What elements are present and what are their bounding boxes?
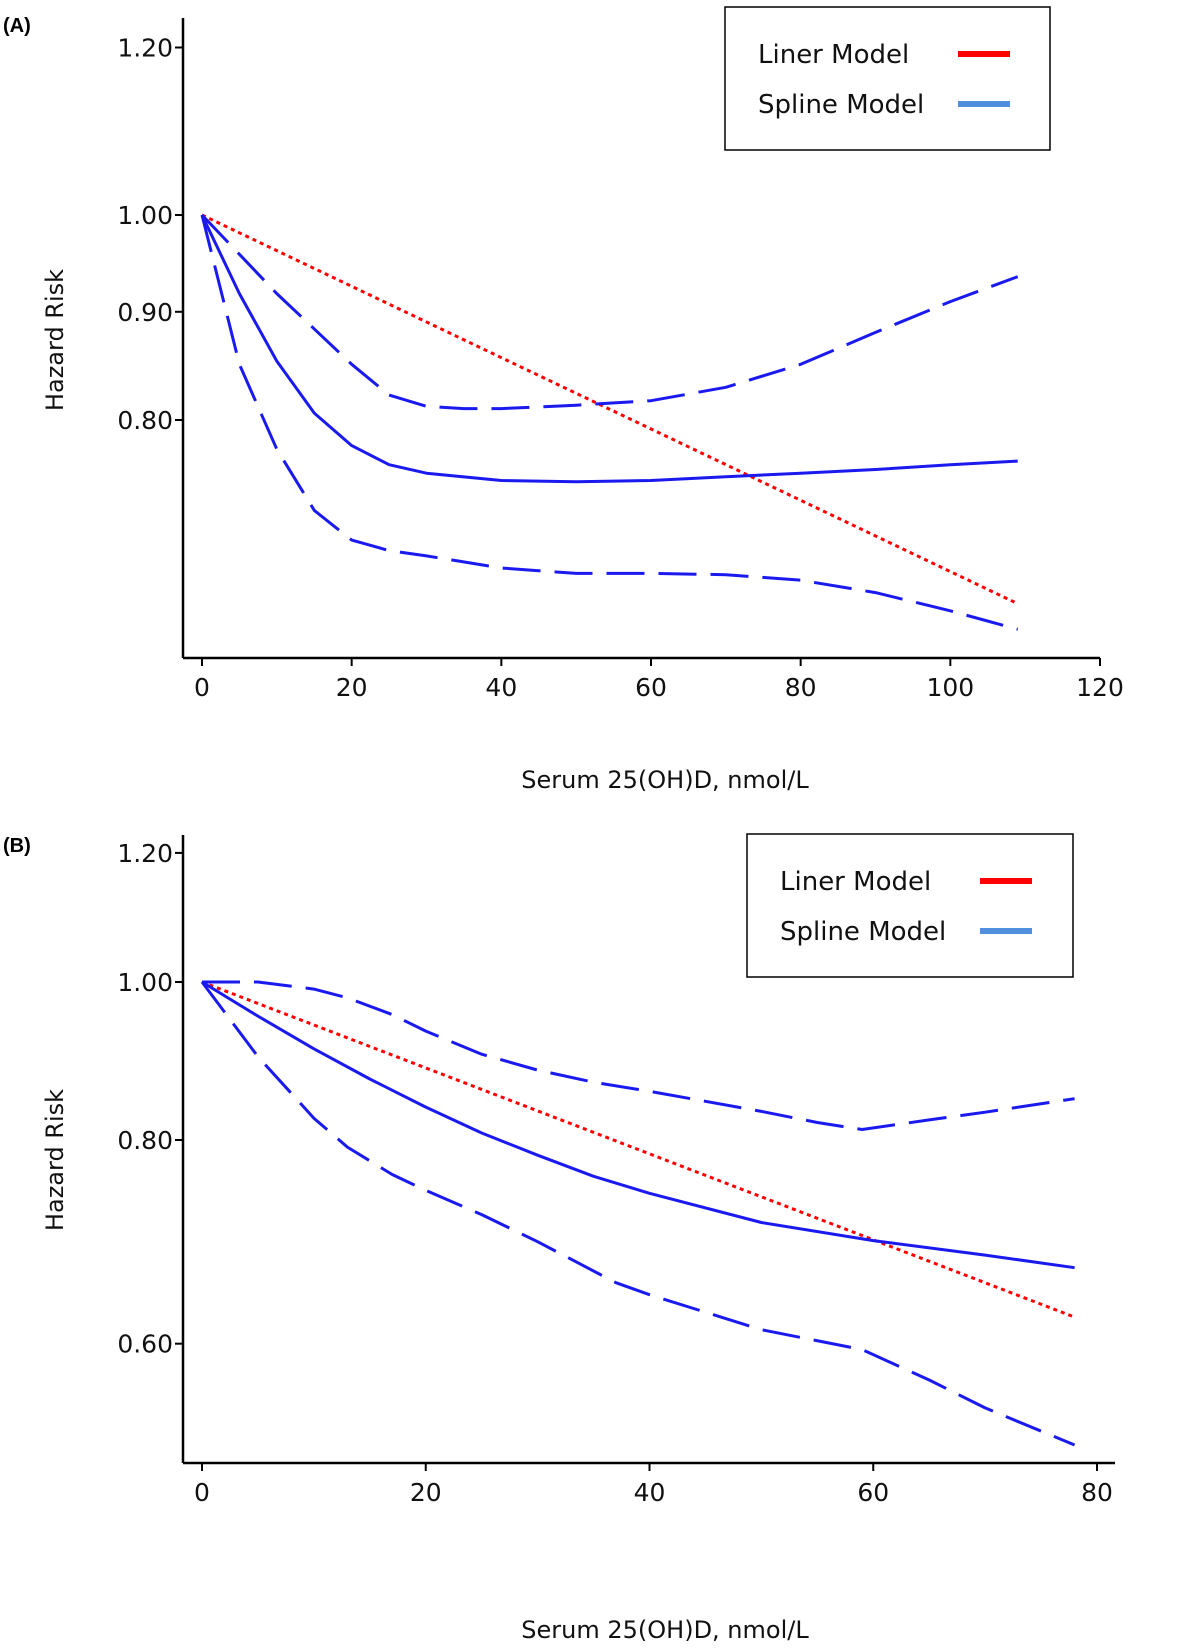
legend-box: [724, 6, 1051, 151]
x-tick-label: 100: [926, 673, 974, 702]
legend-label: Spline Model: [780, 917, 946, 947]
x-tick-label: 0: [194, 1478, 210, 1507]
x-axis-title-b: Serum 25(OH)D, nmol/L: [521, 1616, 809, 1644]
panel-label-b: (B): [3, 835, 31, 857]
series-upper-ci-line: [202, 980, 1075, 1131]
legend-label: Liner Model: [780, 867, 931, 897]
series-spline-line: [201, 980, 1075, 1270]
series-linear-line: [201, 213, 1019, 606]
y-tick-label: 0.80: [117, 1126, 173, 1155]
series-upper-ci-line: [200, 213, 1019, 411]
legend-box: [746, 833, 1074, 978]
series-lower-ci-line: [200, 981, 1076, 1447]
chart-a-svg: (A) 0.80 0.90 1.00 1.20 0 20 40 60 80 100 120 Seru…: [3, 6, 1124, 794]
series-linear-line: [201, 980, 1076, 1319]
legend-b: Liner Model Spline Model: [746, 833, 1074, 978]
x-tick-label: 20: [410, 1478, 442, 1507]
y-axis-title-a: Hazard Risk: [41, 269, 69, 411]
legend-label: Liner Model: [758, 40, 909, 70]
y-axis-title-b: Hazard Risk: [41, 1089, 69, 1231]
y-tick-label: 1.20: [117, 34, 173, 63]
panel-label-a: (A): [3, 15, 31, 37]
legend-label: Spline Model: [758, 90, 924, 120]
chart-b-svg: (B) 0.60 0.80 1.00 1.20 0 20 40 60 80 Serum 25(O…: [3, 833, 1115, 1644]
x-tick-label: 80: [785, 673, 817, 702]
x-tick-label: 60: [857, 1478, 889, 1507]
y-tick-label: 0.60: [117, 1330, 173, 1359]
x-tick-label: 120: [1076, 673, 1124, 702]
x-tick-label: 60: [635, 673, 667, 702]
y-tick-label: 1.00: [117, 201, 173, 230]
series-lower-ci-line: [200, 214, 1019, 631]
x-tick-label: 40: [485, 673, 517, 702]
y-tick-label: 1.00: [117, 968, 173, 997]
legend-a: Liner Model Spline Model: [724, 6, 1051, 151]
x-axis-title-a: Serum 25(OH)D, nmol/L: [521, 766, 809, 794]
x-tick-label: 20: [336, 673, 368, 702]
chart-panel-b: (B) 0.60 0.80 1.00 1.20 0 20 40 60 80 Serum 25(O…: [0, 820, 1187, 1649]
x-tick-label: 0: [194, 673, 210, 702]
chart-panel-a: (A) 0.80 0.90 1.00 1.20 0 20 40 60 80 100 120 Seru…: [0, 0, 1187, 820]
series-spline-line: [200, 214, 1018, 484]
y-tick-label: 0.80: [117, 406, 173, 435]
y-tick-label: 1.20: [117, 839, 173, 868]
y-tick-label: 0.90: [117, 298, 173, 327]
x-tick-label: 40: [634, 1478, 666, 1507]
x-tick-label: 80: [1081, 1478, 1113, 1507]
